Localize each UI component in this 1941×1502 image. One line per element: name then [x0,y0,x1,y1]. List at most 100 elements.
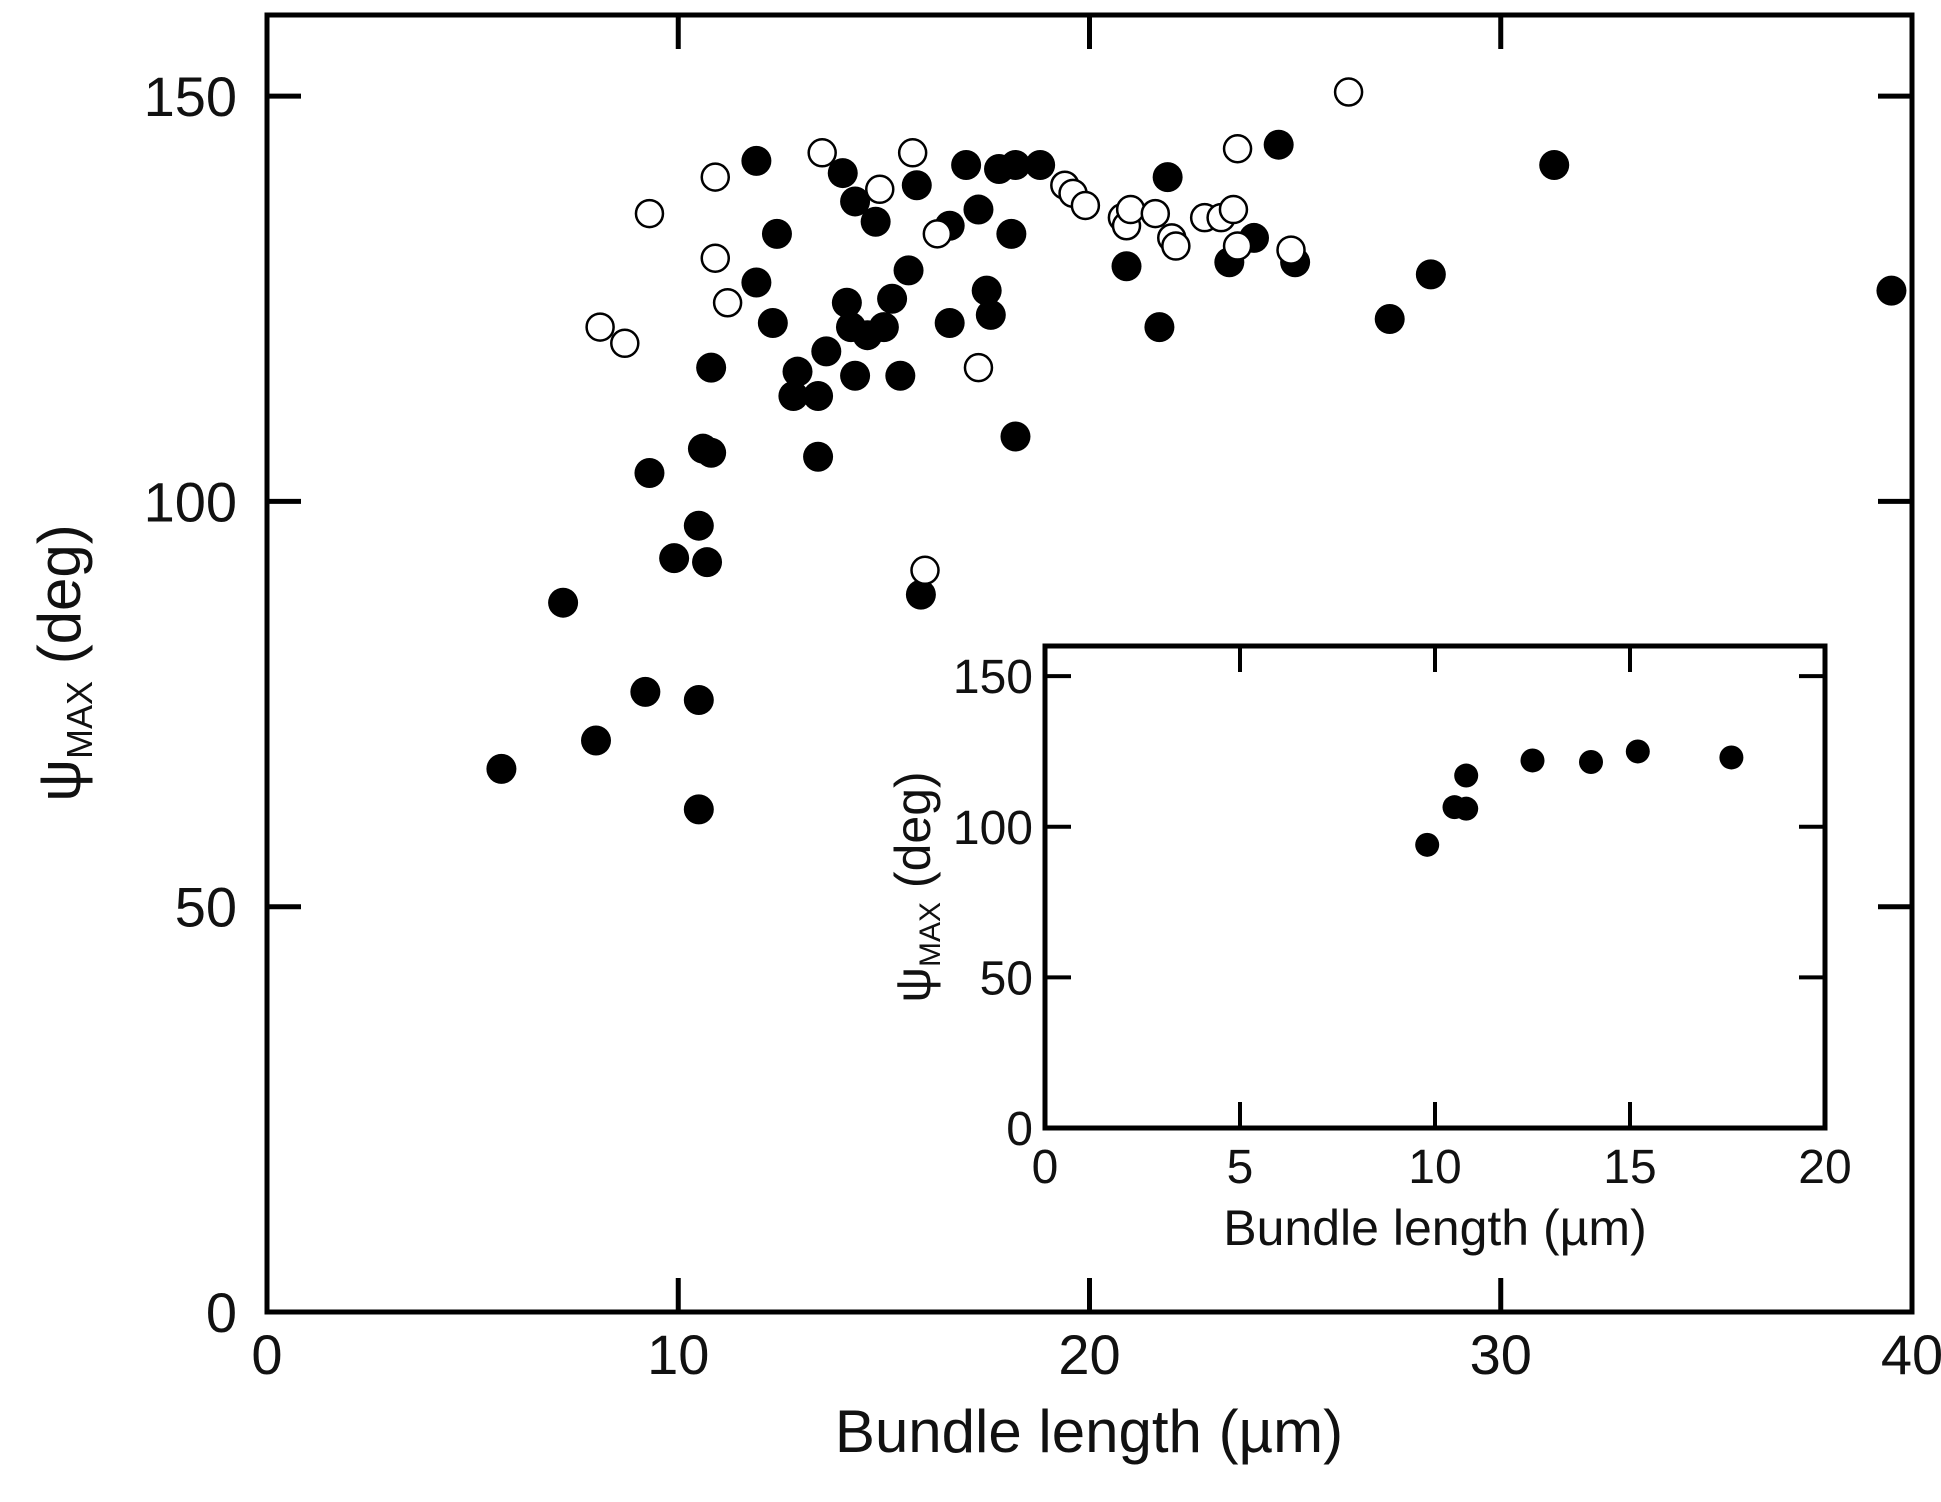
data-point-filled [885,360,916,391]
data-point-filled [1520,748,1545,773]
data-point-filled [1025,149,1056,180]
data-point-filled [761,218,792,249]
data-point-filled [840,360,871,391]
data-point-filled [548,587,579,618]
data-point-open [585,312,615,342]
main-x-axis-label: Bundle length (µm) [835,1398,1343,1465]
x-tick-label: 20 [1798,1141,1851,1194]
data-point-filled [683,794,714,825]
data-point-open [712,288,743,318]
data-point-filled [868,312,899,343]
data-point-filled [696,437,727,468]
data-point-open [1222,231,1253,261]
data-point-filled [1719,745,1744,770]
data-point-filled [840,186,871,217]
data-point-filled [581,725,611,756]
data-point-filled [1415,832,1440,857]
x-tick-label: 15 [1603,1141,1656,1194]
data-point-filled [634,458,665,489]
inset-background [1045,646,1825,1128]
inset-y-axis-label-subscript: MAX [914,902,947,967]
data-point-filled [741,267,772,298]
data-point-filled [1111,251,1142,282]
x-tick-label: 0 [251,1323,282,1386]
main-points [486,77,1907,825]
data-point-open [1218,194,1249,225]
x-tick-label: 10 [647,1323,709,1386]
data-point-filled [971,275,1002,306]
y-tick-label: 150 [144,65,237,128]
data-point-open [1222,134,1253,164]
data-point-filled [831,287,862,318]
data-point-filled [934,308,965,339]
inset-x-axis-label: Bundle length (µm) [1223,1200,1646,1256]
data-point-filled [692,547,723,578]
x-tick-label: 30 [1470,1323,1532,1386]
data-point-filled [893,255,924,286]
data-point-filled [1454,763,1479,788]
inset-ticks: 0 5 10 15 20 0 50 100 150 [953,646,1852,1194]
data-point-filled [827,158,858,189]
data-point-filled [1454,796,1479,821]
data-point-filled [901,170,932,201]
data-point-filled [811,336,842,367]
data-point-open [807,138,837,168]
y-tick-label: 50 [175,876,237,939]
data-point-filled [1539,149,1570,180]
data-point-filled [877,283,908,314]
data-point-filled [778,380,809,411]
data-point-open [700,162,731,192]
data-point-open [897,138,928,168]
data-point-filled [1263,129,1294,160]
data-point-filled [996,218,1027,249]
data-point-filled [951,149,982,180]
data-point-open [1070,190,1101,221]
data-point-filled [1152,162,1183,193]
data-point-open [1276,235,1306,265]
data-point-filled [860,206,891,237]
main-y-axis-label-subscript: MAX [59,681,100,759]
x-tick-label: 20 [1058,1323,1120,1386]
y-tick-label: 0 [1006,1103,1033,1156]
data-point-open [922,219,953,249]
y-tick-label: 150 [953,651,1033,704]
data-point-filled [757,308,788,339]
data-point-open [1161,231,1191,261]
data-point-filled [1415,259,1446,290]
y-tick-label: 50 [980,952,1033,1005]
data-point-filled [1000,421,1031,452]
data-point-filled [975,299,1006,330]
data-point-filled [1374,303,1405,334]
inset-y-axis-label: ψMAX (deg) [885,771,947,1002]
data-point-filled [630,676,661,707]
x-tick-label: 40 [1881,1323,1941,1386]
data-point-filled [696,352,727,383]
x-tick-label: 0 [1032,1141,1059,1194]
data-point-open [1333,77,1364,107]
y-tick-label: 100 [144,470,237,533]
inset-points [1415,739,1744,857]
data-point-open [963,352,994,383]
data-point-open [610,328,640,359]
data-point-filled [683,684,714,715]
data-point-filled [1876,275,1907,306]
data-point-filled [1625,739,1650,764]
data-point-filled [1144,312,1175,343]
data-point-filled [803,441,834,472]
data-point-open [700,243,731,273]
data-point-filled [741,145,772,176]
main-y-axis-label: ψMAX (deg) [26,524,100,802]
y-tick-label: 0 [206,1281,237,1344]
data-point-filled [659,543,690,574]
data-point-filled [782,356,813,387]
y-tick-label: 100 [953,802,1033,855]
data-point-filled [683,510,714,541]
data-point-filled [1579,749,1603,774]
data-point-filled [486,753,517,784]
data-point-open [910,555,940,586]
data-point-filled [803,380,834,411]
data-point-open [634,198,665,229]
data-point-open [1115,194,1146,225]
